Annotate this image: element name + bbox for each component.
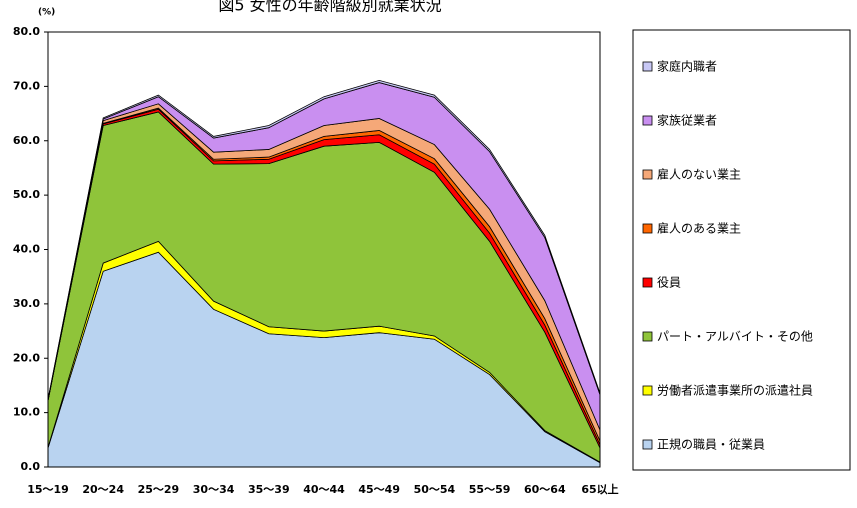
- legend-swatch: [642, 169, 653, 180]
- y-tick-label: 50.0: [13, 188, 40, 201]
- x-tick-label: 15～19: [27, 483, 69, 496]
- y-tick-label: 60.0: [13, 134, 40, 147]
- y-tick-label: 10.0: [13, 406, 40, 419]
- x-tick-label: 55～59: [469, 483, 511, 496]
- x-tick-label: 25～29: [138, 483, 180, 496]
- y-tick-label: 80.0: [13, 25, 40, 38]
- legend-label: パート・アルバイト・その他: [657, 330, 813, 344]
- x-tick-label: 40～44: [303, 483, 345, 496]
- legend-swatch: [642, 277, 653, 288]
- y-unit: (%): [38, 8, 55, 18]
- chart-title: 図5 女性の年齢階級別就業状況: [218, 0, 441, 15]
- legend-label: 正規の職員・従業員: [657, 437, 765, 452]
- legend-swatch: [642, 439, 653, 450]
- legend-label: 役員: [657, 275, 681, 290]
- y-tick-label: 0.0: [21, 460, 41, 473]
- y-tick-label: 70.0: [13, 79, 40, 92]
- x-tick-label: 20～24: [82, 483, 124, 496]
- y-tick-label: 20.0: [13, 351, 40, 364]
- legend-label: 雇人のある業主: [657, 221, 741, 236]
- x-tick-label: 50～54: [414, 483, 456, 496]
- x-tick-label: 60～64: [524, 483, 566, 496]
- legend-box: [632, 29, 851, 471]
- legend-swatch: [642, 385, 653, 396]
- legend-swatch: [642, 115, 653, 126]
- y-tick-label: 30.0: [13, 297, 40, 310]
- legend-label: 家庭内職者: [657, 59, 717, 74]
- legend-label: 家族従業者: [657, 113, 717, 128]
- x-tick-label: 65以上: [581, 482, 618, 496]
- x-tick-label: 45～49: [358, 483, 400, 496]
- x-tick-label: 30～34: [193, 483, 235, 496]
- x-tick-label: 35～39: [248, 483, 290, 496]
- legend-swatch: [642, 331, 653, 342]
- legend-swatch: [642, 61, 653, 72]
- legend-label: 労働者派遣事業所の派遣社員: [657, 383, 813, 398]
- y-tick-label: 40.0: [13, 243, 40, 256]
- plot-border: [47, 31, 601, 468]
- legend-label: 雇人のない業主: [657, 167, 741, 182]
- legend-swatch: [642, 223, 653, 234]
